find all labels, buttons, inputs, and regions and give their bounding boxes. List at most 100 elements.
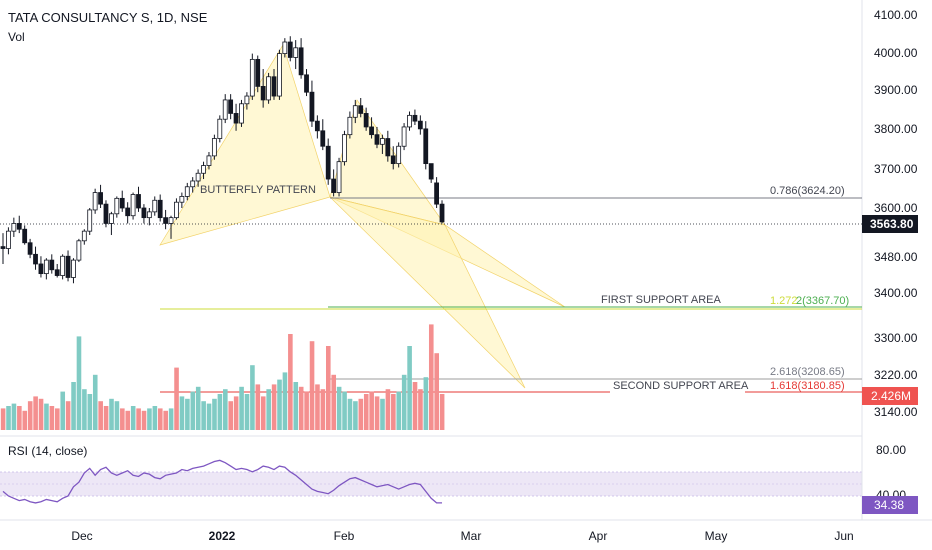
second-support-label: SECOND SUPPORT AREA bbox=[613, 380, 749, 392]
candle bbox=[141, 204, 147, 224]
candle bbox=[38, 256, 44, 278]
candle-body bbox=[407, 114, 412, 128]
candle bbox=[293, 40, 299, 70]
candle bbox=[266, 72, 271, 104]
candle bbox=[217, 115, 223, 143]
volume-bar bbox=[71, 382, 76, 430]
volume-bar bbox=[76, 336, 82, 430]
candle bbox=[287, 36, 293, 62]
candle bbox=[374, 126, 380, 149]
volume-bar bbox=[282, 372, 288, 430]
candle-body bbox=[22, 228, 28, 244]
rsi-band bbox=[0, 472, 862, 496]
candle bbox=[22, 225, 28, 245]
volume-bar bbox=[27, 401, 33, 430]
candle-body bbox=[130, 194, 136, 217]
price-axis-ticks[interactable]: 3140.00 3220.00 3300.00 3400.00 3480.00 3600.… bbox=[874, 8, 918, 419]
candle-body bbox=[342, 134, 347, 163]
candle-body bbox=[369, 126, 374, 136]
candle-body bbox=[174, 201, 179, 219]
volume-bar bbox=[65, 401, 71, 430]
volume-bar bbox=[412, 382, 418, 430]
candle bbox=[60, 254, 66, 280]
price-tick-label: 3140.00 bbox=[874, 405, 918, 419]
candle bbox=[92, 188, 98, 214]
candle bbox=[282, 38, 288, 58]
volume-bar bbox=[320, 389, 326, 430]
candle bbox=[98, 184, 103, 208]
volume-bar bbox=[152, 406, 158, 430]
candle bbox=[125, 202, 131, 224]
candle bbox=[304, 69, 309, 97]
volume-bar bbox=[271, 384, 277, 430]
volume-bar bbox=[147, 408, 152, 430]
volume-bar bbox=[374, 396, 380, 430]
price-tick-label: 4000.00 bbox=[874, 46, 918, 60]
candle-body bbox=[16, 223, 22, 230]
candle-body bbox=[417, 120, 423, 130]
time-axis-ticks[interactable]: Dec 2022 Feb Mar Apr May Jun bbox=[71, 529, 853, 543]
volume-bar bbox=[428, 324, 434, 430]
candle-body bbox=[152, 199, 158, 213]
price-tick-label: 3600.00 bbox=[874, 201, 918, 215]
volume-bar bbox=[0, 408, 6, 430]
time-tick-label: 2022 bbox=[209, 529, 236, 543]
volume-bar bbox=[233, 396, 239, 430]
time-tick-label: May bbox=[705, 529, 728, 543]
volume-bar bbox=[217, 394, 223, 430]
candle bbox=[65, 250, 71, 282]
candle bbox=[336, 157, 342, 197]
candle bbox=[33, 246, 38, 270]
candle-body bbox=[141, 207, 147, 219]
candle-body bbox=[136, 194, 141, 209]
candle bbox=[417, 115, 423, 135]
candle bbox=[255, 55, 261, 93]
candle-body bbox=[412, 114, 418, 122]
candle-body bbox=[65, 255, 71, 278]
candle-body bbox=[211, 138, 217, 157]
candle-body bbox=[271, 76, 277, 97]
volume-bar bbox=[60, 391, 66, 430]
volume-bar bbox=[260, 396, 266, 430]
candle-body bbox=[423, 128, 429, 165]
candle-body bbox=[87, 209, 93, 232]
candle bbox=[401, 123, 407, 151]
candle bbox=[81, 229, 87, 245]
volume-bar bbox=[168, 408, 174, 430]
volume-bar bbox=[380, 398, 385, 430]
candle bbox=[309, 80, 315, 127]
candle-body bbox=[379, 138, 385, 145]
volume-bar bbox=[331, 374, 337, 430]
candle bbox=[16, 215, 22, 234]
candle-body bbox=[287, 41, 293, 58]
volume-bar bbox=[11, 403, 17, 430]
volume-bar bbox=[212, 398, 217, 430]
volume-bar bbox=[103, 406, 109, 430]
volume-bar bbox=[326, 346, 331, 430]
volume-bar bbox=[277, 379, 282, 430]
price-badge-text: 3563.80 bbox=[870, 217, 914, 231]
candle-body bbox=[233, 113, 239, 124]
candle bbox=[163, 209, 169, 230]
candle-body bbox=[336, 161, 342, 193]
candle-body bbox=[222, 99, 228, 120]
candle-body bbox=[195, 172, 201, 182]
volume-badge-text: 2.426M bbox=[871, 389, 911, 403]
candle-body bbox=[358, 105, 364, 114]
candle-body bbox=[201, 165, 206, 174]
candle-body bbox=[0, 246, 6, 249]
volume-bar bbox=[309, 341, 315, 430]
volume-bar bbox=[385, 389, 391, 430]
rsi-tick-80: 80.00 bbox=[876, 443, 906, 457]
candle bbox=[179, 192, 185, 208]
candle bbox=[249, 53, 255, 100]
candle-body bbox=[266, 76, 271, 101]
volume-bar bbox=[55, 408, 60, 430]
fib-0786-label: 0.786(3624.20) bbox=[770, 185, 845, 197]
candle-body bbox=[184, 186, 190, 197]
time-tick-label: Feb bbox=[334, 529, 355, 543]
price-tick-label: 3300.00 bbox=[874, 331, 918, 345]
candle-body bbox=[396, 145, 402, 165]
candle-body bbox=[320, 130, 326, 147]
